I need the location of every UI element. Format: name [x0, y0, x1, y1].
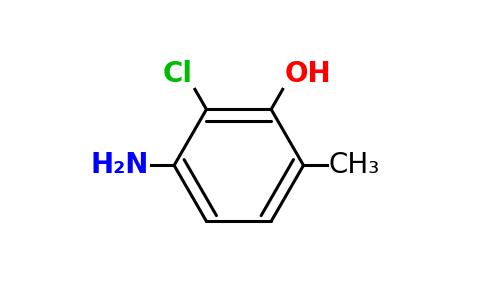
Text: OH: OH [285, 60, 332, 88]
Text: H₂N: H₂N [91, 152, 149, 179]
Text: Cl: Cl [163, 60, 193, 88]
Text: CH₃: CH₃ [329, 152, 380, 179]
